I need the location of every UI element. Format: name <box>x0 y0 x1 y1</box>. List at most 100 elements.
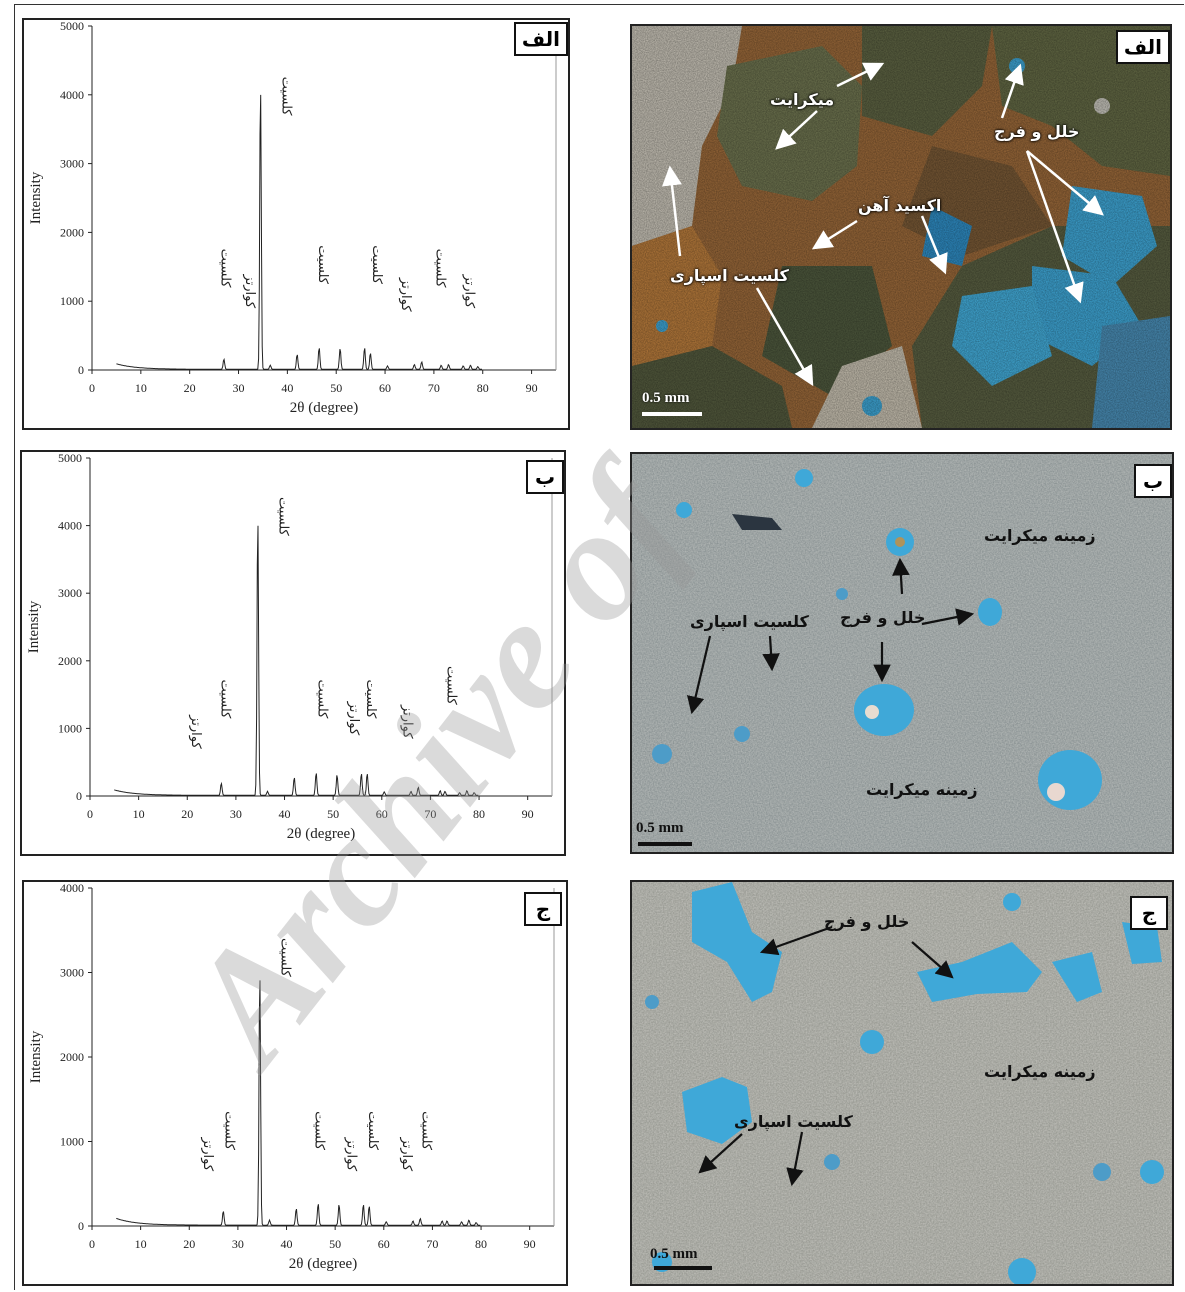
chart-c-peak-label-4: کوارتز <box>343 1136 358 1171</box>
chart-a-peak-label-7: کوارتز <box>462 273 477 308</box>
photo-b-label-porosity: خلل و فرج <box>840 608 926 627</box>
xrd-chart-a: 0 1000 2000 3000 4000 5000 0 10 20 30 40 50 60 70 80 90… <box>22 18 570 430</box>
xrd-chart-b-svg: 0 1000 2000 3000 4000 5000 0 10 20 30 40 50 60 70 80 90… <box>26 452 553 842</box>
chart-a-xtick-label: 20 <box>184 381 196 395</box>
chart-b-peak-label-2: کلسیت <box>276 497 291 537</box>
chart-c-xtick-label: 50 <box>329 1237 341 1251</box>
photo-c-badge: ج <box>1130 896 1168 930</box>
chart-c-xlabel: 2θ (degree) <box>289 1256 357 1272</box>
chart-b-peak-label-5: کلسیت <box>363 679 378 719</box>
chart-b-ytick-label: 2000 <box>58 654 82 668</box>
chart-b-peak-label-1: کلسیت <box>217 679 232 719</box>
chart-b-xtick-label: 60 <box>376 807 388 821</box>
photo-b-label-micrite-matrix-bottom: زمینه میکرایت <box>866 780 978 799</box>
chart-b-ytick-label: 1000 <box>58 721 82 735</box>
chart-c-spectrum-line <box>116 980 481 1226</box>
chart-c-peak-label-2: کلسیت <box>278 938 293 978</box>
chart-c-ytick-label: 3000 <box>60 966 84 980</box>
chart-c-xtick-label: 70 <box>426 1237 438 1251</box>
chart-b-ylabel: Intensity <box>26 600 42 653</box>
chart-c-peak-label-7: کلسیت <box>419 1111 434 1151</box>
chart-b-peak-label-7: کلسیت <box>443 666 458 706</box>
chart-c-xtick-label: 60 <box>378 1237 390 1251</box>
chart-a-spectrum-line <box>116 94 482 370</box>
photo-a-label-iron-oxide: اکسید آهن <box>858 196 942 215</box>
chart-a-ytick-label: 1000 <box>60 294 84 308</box>
photo-a-scale-bar <box>642 412 702 416</box>
chart-a-peak-label-4: کلسیت <box>369 245 384 285</box>
chart-c-ytick-label: 0 <box>78 1219 84 1233</box>
chart-b-xtick-label: 20 <box>181 807 193 821</box>
photo-a-label-micrite: میکرایت <box>770 90 835 109</box>
chart-b-xtick-label: 80 <box>473 807 485 821</box>
chart-c-ytick-label: 4000 <box>60 882 84 895</box>
chart-b-spectrum-line <box>114 525 479 796</box>
chart-a-peak-label-5: کوارتز <box>398 277 413 312</box>
chart-c-peak-label-1: کلسیت <box>222 1111 237 1151</box>
chart-c-ylabel: Intensity <box>28 1030 44 1083</box>
chart-a-ytick-label: 5000 <box>60 20 84 33</box>
chart-a-ylabel: Intensity <box>28 171 44 224</box>
chart-a-xlabel: 2θ (degree) <box>290 400 358 416</box>
chart-b-peak-label-6: کوارتز <box>400 704 415 739</box>
chart-a-xtick-label: 50 <box>330 381 342 395</box>
chart-c-xtick-label: 0 <box>89 1237 95 1251</box>
thin-section-photo-b: ب زمینه میکرایت خلل و فرج کلسیت اسپاری ز… <box>630 452 1174 854</box>
chart-b-xtick-label: 10 <box>133 807 145 821</box>
chart-b-xtick-label: 30 <box>230 807 242 821</box>
figure-frame <box>14 4 1184 1290</box>
chart-a-xtick-label: 10 <box>135 381 147 395</box>
photo-c-scale-bar <box>654 1266 712 1270</box>
chart-a-xtick-label: 60 <box>379 381 391 395</box>
chart-b-badge: ب <box>526 460 564 494</box>
xrd-chart-b: 0 1000 2000 3000 4000 5000 0 10 20 30 40 50 60 70 80 90… <box>20 450 566 856</box>
chart-a-xtick-label: 0 <box>89 381 95 395</box>
photo-b-label-micrite-matrix-top: زمینه میکرایت <box>984 526 1096 545</box>
chart-a-badge: الف <box>513 22 568 56</box>
chart-c-ytick-label: 2000 <box>60 1050 84 1064</box>
chart-b-xlabel: 2θ (degree) <box>287 826 355 842</box>
chart-a-ytick-label: 0 <box>78 363 84 377</box>
photo-c-label-spar-calcite: کلسیت اسپاری <box>734 1112 853 1131</box>
chart-a-peak-label-2: کلسیت <box>278 77 293 117</box>
chart-a-xtick-label: 40 <box>281 381 293 395</box>
photo-b-texture <box>632 454 1172 852</box>
chart-b-xtick-label: 40 <box>279 807 291 821</box>
photo-c-label-micrite-matrix: زمینه میکرایت <box>984 1062 1096 1081</box>
chart-b-peak-label-3: کلسیت <box>315 679 330 719</box>
chart-c-xtick-label: 30 <box>232 1237 244 1251</box>
chart-b-xtick-label: 50 <box>327 807 339 821</box>
chart-a-xtick-label: 90 <box>526 381 538 395</box>
xrd-chart-c-svg: 0 1000 2000 3000 4000 0 10 20 30 40 50 60 70 80 90 2θ (… <box>28 882 555 1272</box>
chart-c-badge: ج <box>524 892 562 926</box>
thin-section-photo-a: الف میکرایت خلل و فرج اکسید آهن کلسیت اس… <box>630 24 1172 430</box>
thin-section-photo-c: ج خلل و فرج زمینه میکرایت کلسیت اسپاری 0… <box>630 880 1174 1286</box>
chart-b-peak-label-0: کوارتز <box>188 714 203 749</box>
chart-c-xtick-label: 80 <box>475 1237 487 1251</box>
chart-a-peak-label-0: کلسیت <box>217 249 232 289</box>
chart-b-xtick-label: 0 <box>87 807 93 821</box>
chart-b-ytick-label: 5000 <box>58 452 82 465</box>
chart-c-peak-label-3: کلسیت <box>312 1111 327 1151</box>
photo-a-scale-label: 0.5 mm <box>642 390 690 406</box>
chart-b-ytick-label: 0 <box>76 789 82 803</box>
photo-b-scale-bar <box>638 842 692 846</box>
chart-b-xtick-label: 70 <box>424 807 436 821</box>
photo-b-label-spar-calcite: کلسیت اسپاری <box>690 612 809 631</box>
chart-a-xtick-label: 80 <box>477 381 489 395</box>
photo-c-scale-label: 0.5 mm <box>650 1246 698 1262</box>
chart-b-xtick-label: 90 <box>522 807 534 821</box>
photo-c-label-porosity: خلل و فرج <box>824 912 910 931</box>
chart-c-xtick-label: 20 <box>183 1237 195 1251</box>
photo-c-texture <box>632 882 1172 1284</box>
chart-a-ytick-label: 3000 <box>60 157 84 171</box>
chart-a-xtick-label: 30 <box>233 381 245 395</box>
chart-c-xtick-label: 40 <box>281 1237 293 1251</box>
chart-c-peak-label-0: کوارتز <box>200 1136 215 1171</box>
chart-c-xtick-label: 90 <box>524 1237 536 1251</box>
chart-b-peak-label-4: کوارتز <box>346 701 361 736</box>
chart-a-peak-label-1: کوارتز <box>242 273 257 308</box>
photo-a-texture <box>632 26 1170 428</box>
photo-b-scale-label: 0.5 mm <box>636 820 684 836</box>
xrd-chart-c: 0 1000 2000 3000 4000 0 10 20 30 40 50 60 70 80 90 2θ (… <box>22 880 568 1286</box>
